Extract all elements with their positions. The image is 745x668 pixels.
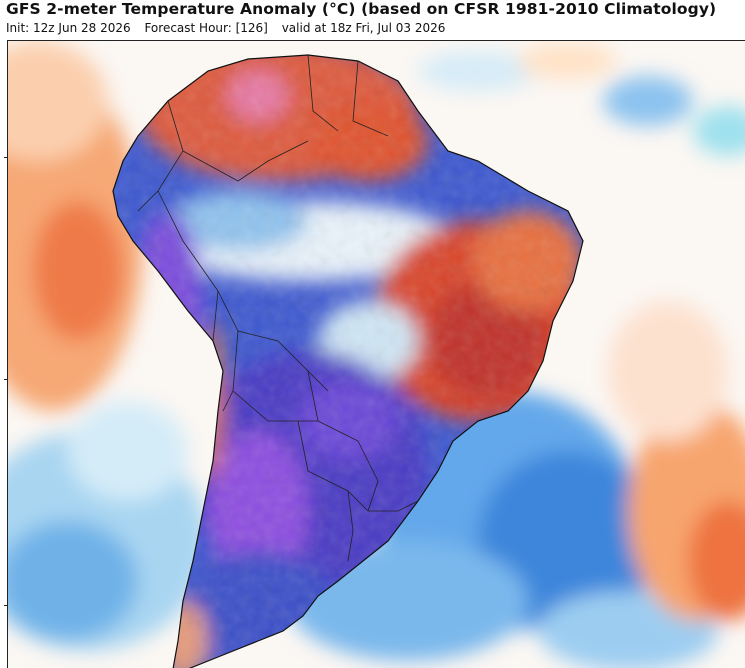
country-borders <box>137 54 419 562</box>
map-title: GFS 2-meter Temperature Anomaly (°C) (ba… <box>6 0 717 18</box>
anomaly-map-svg <box>8 41 745 668</box>
coastline <box>112 54 584 668</box>
forecast-hour: Forecast Hour: [126] <box>144 21 268 35</box>
valid-time: valid at 18z Fri, Jul 03 2026 <box>281 21 446 35</box>
axis-tick <box>4 605 8 606</box>
axis-tick <box>4 157 8 158</box>
map-subtitle: Init: 12z Jun 28 2026 Forecast Hour: [12… <box>6 21 455 35</box>
anomaly-map <box>7 40 745 668</box>
init-time: Init: 12z Jun 28 2026 <box>6 21 131 35</box>
axis-tick <box>4 379 8 380</box>
